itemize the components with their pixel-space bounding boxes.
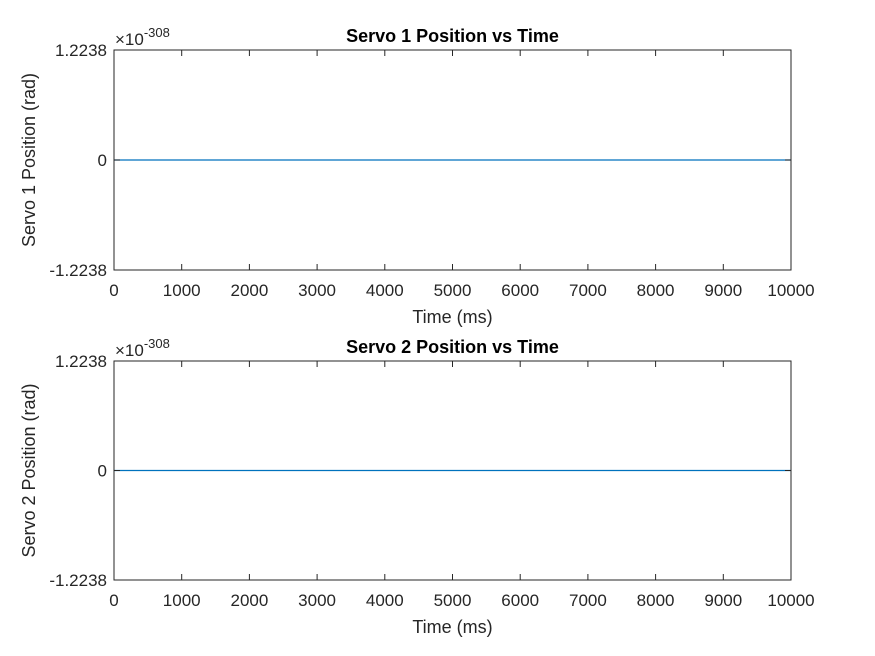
x-tick-label: 7000	[569, 591, 607, 610]
exponent-base: ×10	[115, 30, 144, 49]
chart-2: 0 1000 2000 3000 4000 5000 6000 7000 8000 9000 100…	[19, 336, 815, 637]
y-tick-label: -1.2238	[49, 261, 107, 280]
x-tick-label: 6000	[501, 591, 539, 610]
exponent-base: ×10	[115, 341, 144, 360]
x-tick-label: 3000	[298, 591, 336, 610]
chart-title: Servo 2 Position vs Time	[346, 337, 559, 357]
chart-title: Servo 1 Position vs Time	[346, 26, 559, 46]
x-tick-label: 10000	[767, 591, 814, 610]
chart-1: 0 1000 2000 3000 4000 5000 6000 7000 8000 9000 100…	[19, 25, 815, 327]
x-tick-label: 1000	[163, 591, 201, 610]
x-tick-label: 8000	[637, 591, 675, 610]
y-exponent-label: ×10-308	[115, 25, 170, 49]
x-tick-label: 4000	[366, 591, 404, 610]
exponent-power: -308	[144, 25, 170, 40]
y-exponent-label: ×10-308	[115, 336, 170, 360]
x-tick-label: 5000	[434, 591, 472, 610]
x-tick-label: 1000	[163, 281, 201, 300]
y-tick-label: 0	[98, 151, 107, 170]
x-tick-label: 9000	[704, 591, 742, 610]
x-tick-label: 7000	[569, 281, 607, 300]
y-tick-label: 0	[98, 462, 107, 481]
x-tick-label: 3000	[298, 281, 336, 300]
exponent-power: -308	[144, 336, 170, 351]
x-tick-label: 2000	[230, 281, 268, 300]
y-tick-label: -1.2238	[49, 571, 107, 590]
x-tick-label: 5000	[434, 281, 472, 300]
x-tick-label: 8000	[637, 281, 675, 300]
y-tick-label: 1.2238	[55, 41, 107, 60]
x-axis-label: Time (ms)	[412, 617, 492, 637]
y-axis-label: Servo 1 Position (rad)	[19, 73, 39, 247]
x-tick-label: 2000	[230, 591, 268, 610]
x-tick-label: 4000	[366, 281, 404, 300]
x-tick-label: 0	[109, 591, 118, 610]
x-axis-label: Time (ms)	[412, 307, 492, 327]
x-tick-label: 6000	[501, 281, 539, 300]
x-tick-label: 0	[109, 281, 118, 300]
y-tick-label: 1.2238	[55, 352, 107, 371]
x-tick-label: 9000	[704, 281, 742, 300]
x-tick-label: 10000	[767, 281, 814, 300]
y-axis-label: Servo 2 Position (rad)	[19, 383, 39, 557]
